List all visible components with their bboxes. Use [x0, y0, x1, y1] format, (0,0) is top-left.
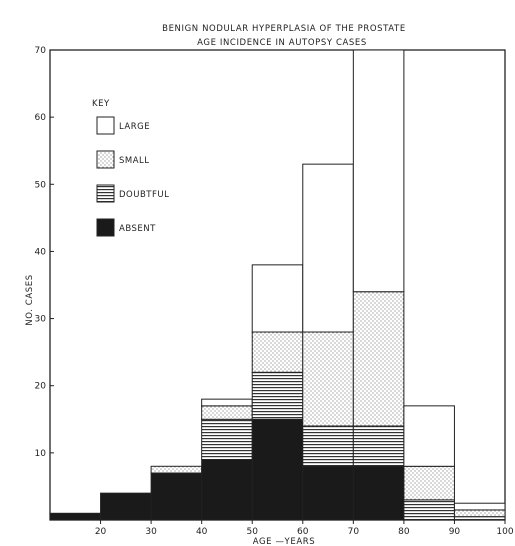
y-tick-label: 50 [35, 180, 47, 190]
legend-swatch-absent [96, 218, 115, 237]
bar-segment-absent [150, 472, 203, 521]
legend-swatch-large [96, 116, 115, 135]
y-tick-label: 60 [35, 113, 47, 123]
bar-segment-large [453, 502, 506, 511]
legend-swatch-doubtful [96, 184, 115, 203]
bar-segment-absent [49, 512, 102, 521]
bar-segment-large [302, 163, 354, 333]
legend-label-doubtful: DOUBTFUL [119, 190, 169, 200]
bar-segment-large [251, 264, 304, 333]
y-tick-label: 10 [35, 449, 47, 459]
bar-segment-small [150, 465, 203, 474]
bar-segment-doubtful [302, 425, 354, 467]
bar-segment-doubtful [201, 418, 253, 461]
bar-segment-doubtful [251, 371, 304, 420]
bars-group [49, 49, 506, 521]
legend-label-large: LARGE [119, 122, 150, 132]
y-tick-label: 70 [35, 46, 47, 56]
x-tick-label: 60 [297, 527, 309, 537]
bar-segment-small [251, 331, 304, 373]
x-tick-label: 70 [348, 527, 360, 537]
bar-segment-doubtful [352, 425, 405, 467]
bar-segment-doubtful [453, 516, 506, 521]
x-axis-label: AGE —YEARS [253, 537, 316, 546]
y-tick-label: 40 [35, 247, 47, 257]
x-axis-ticks: 20 30 40 50 60 70 80 90 100 [95, 520, 514, 537]
chart-subtitle: AGE INCIDENCE IN AUTOPSY CASES [197, 38, 367, 48]
x-tick-label: 80 [398, 527, 410, 537]
legend-label-absent: ABSENT [119, 224, 156, 234]
bar-segment-absent [201, 459, 253, 521]
bar-segment-large [201, 398, 253, 407]
x-tick-label: 90 [449, 527, 461, 537]
legend-label-small: SMALL [119, 156, 150, 166]
y-axis-ticks: 10 20 30 40 50 60 70 [35, 46, 54, 459]
x-tick-label: 50 [246, 527, 258, 537]
bar-segment-absent [251, 418, 304, 521]
x-tick-label: 100 [496, 527, 513, 537]
bar-segment-small [201, 405, 253, 420]
bar-segment-large [403, 405, 455, 467]
x-tick-label: 30 [145, 527, 157, 537]
bar-segment-small [453, 509, 506, 518]
bar-segment-small [302, 331, 354, 427]
bar-segment-absent [302, 465, 354, 521]
y-tick-label: 20 [35, 382, 47, 392]
chart-title: BENIGN NODULAR HYPERPLASIA OF THE PROSTA… [162, 24, 406, 34]
x-tick-label: 40 [196, 527, 208, 537]
key-title: KEY [92, 99, 110, 109]
legend-swatch-small [96, 150, 115, 169]
bar-segment-doubtful [403, 499, 455, 521]
bar-segment-absent [352, 465, 405, 521]
bar-segment-small [403, 465, 455, 501]
bar-segment-absent [100, 492, 152, 521]
legend: LARGE SMALL DOUBTFUL ABSENT [96, 116, 169, 237]
y-axis-label: NO. CASES [25, 274, 35, 325]
x-tick-label: 20 [95, 527, 107, 537]
bar-segment-large [352, 49, 405, 293]
bar-segment-small [352, 291, 405, 427]
y-tick-label: 30 [35, 315, 47, 325]
